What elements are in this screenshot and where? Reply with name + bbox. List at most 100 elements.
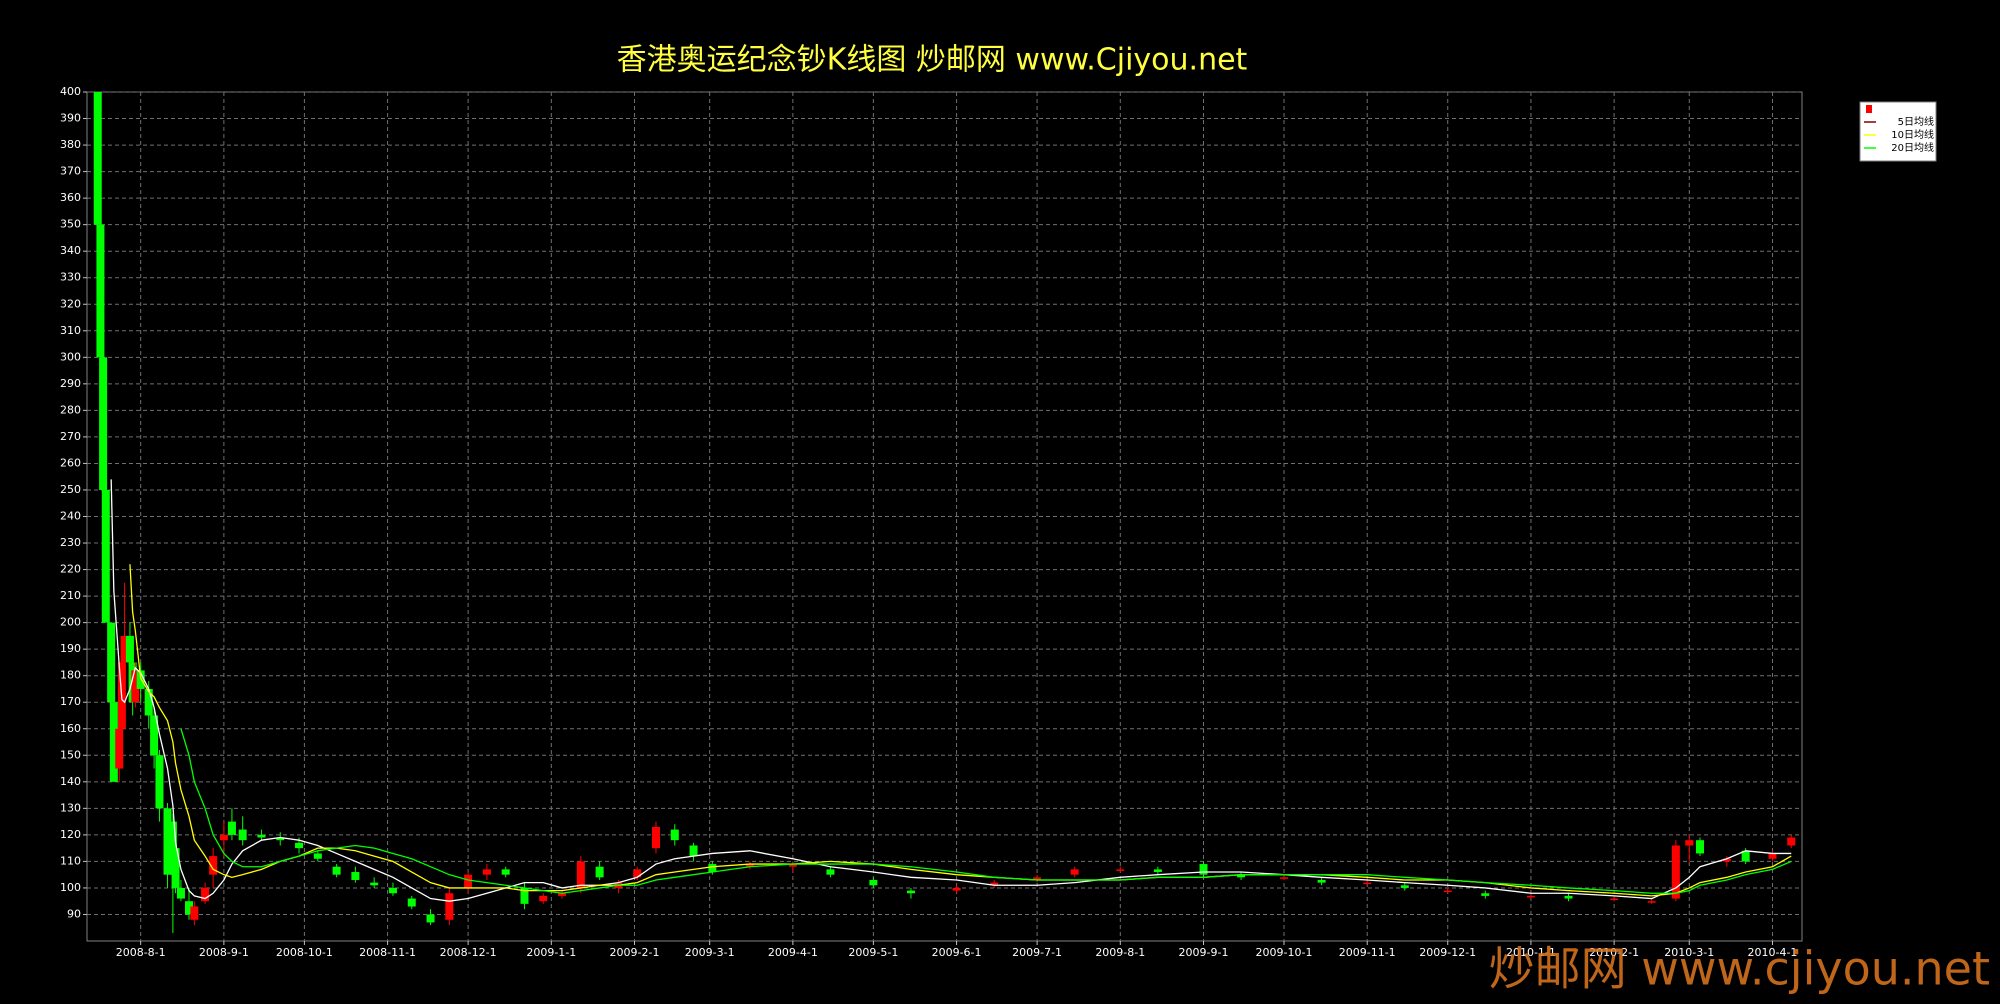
candle-body	[201, 887, 210, 902]
candle-body	[1741, 850, 1750, 862]
x-tick-label: 2009-1-1	[526, 946, 576, 959]
candle-body	[93, 92, 102, 225]
x-tick-label: 2009-12-1	[1419, 946, 1476, 959]
candle-body	[906, 890, 915, 894]
candle-body	[689, 845, 698, 857]
y-tick-label: 120	[60, 828, 81, 841]
candle-body	[482, 869, 491, 875]
candle-body	[1481, 893, 1490, 896]
x-tick-label: 2009-7-1	[1012, 946, 1062, 959]
x-tick-label: 2009-8-1	[1095, 946, 1145, 959]
candle-body	[136, 670, 145, 689]
candle-body	[209, 856, 218, 875]
candle-body	[1116, 869, 1125, 871]
candle-body	[388, 887, 397, 894]
y-tick-label: 310	[60, 324, 81, 337]
y-tick-label: 250	[60, 483, 81, 496]
candle-body	[464, 874, 473, 888]
candle-body	[163, 808, 172, 875]
candle-body	[558, 893, 567, 896]
candle-body	[1685, 840, 1694, 846]
y-tick-label: 180	[60, 669, 81, 682]
y-tick-label: 300	[60, 350, 81, 363]
candle-body	[633, 869, 642, 878]
candle-body	[1526, 895, 1535, 898]
candle-body	[184, 901, 193, 915]
y-tick-label: 380	[60, 138, 81, 151]
y-tick-label: 160	[60, 722, 81, 735]
candle-body	[1033, 877, 1042, 880]
candle-body	[990, 882, 999, 886]
x-tick-label: 2010-3-1	[1664, 946, 1714, 959]
y-tick-label: 230	[60, 536, 81, 549]
x-tick-label: 2009-6-1	[932, 946, 982, 959]
candle-body	[1768, 853, 1777, 859]
candle-body	[370, 882, 379, 886]
candle-body	[155, 755, 164, 809]
candle-body	[125, 635, 134, 663]
candle-body	[115, 728, 124, 769]
candle-body	[332, 866, 341, 875]
candle-body	[1280, 877, 1289, 879]
candle-body	[1610, 898, 1619, 901]
legend-label: 10日均线	[1891, 128, 1934, 141]
x-tick-label: 2009-11-1	[1339, 946, 1396, 959]
candle-body	[276, 837, 285, 841]
candle-body	[1070, 869, 1079, 875]
y-tick-label: 370	[60, 165, 81, 178]
candle-body	[1237, 874, 1246, 878]
moving-average-line	[110, 479, 1792, 902]
candle-body	[445, 893, 454, 920]
candle-body	[1696, 840, 1705, 854]
candle-body	[595, 866, 604, 878]
candle-body	[295, 842, 304, 849]
candle-body	[1671, 845, 1680, 899]
legend-box	[1859, 101, 1937, 162]
chart-title: 香港奥运纪念钞K线图 炒邮网 www.Cjiyou.net	[617, 43, 1248, 78]
legend-candle-icon	[1866, 105, 1872, 113]
candle-body	[171, 848, 180, 888]
y-tick-label: 270	[60, 430, 81, 443]
x-tick-label: 2008-8-1	[116, 946, 166, 959]
candle-body	[1400, 885, 1409, 888]
candle-body	[190, 906, 199, 920]
candle-body	[788, 864, 797, 867]
y-tick-label: 140	[60, 775, 81, 788]
candle-body	[826, 869, 835, 875]
candle-body	[107, 622, 116, 703]
y-tick-label: 210	[60, 589, 81, 602]
candle-body	[1153, 869, 1162, 873]
y-tick-label: 240	[60, 510, 81, 523]
candle-body	[176, 887, 185, 899]
legend-label: 20日均线	[1891, 141, 1934, 154]
y-tick-label: 330	[60, 271, 81, 284]
candle-body	[869, 879, 878, 886]
y-tick-label: 90	[67, 907, 81, 920]
y-tick-label: 340	[60, 244, 81, 257]
candle-body	[257, 834, 266, 838]
x-tick-label: 2009-5-1	[848, 946, 898, 959]
candle-body	[708, 864, 717, 873]
candle-body	[501, 869, 510, 875]
candle-body	[426, 914, 435, 923]
y-tick-label: 320	[60, 297, 81, 310]
moving-average-line	[180, 728, 1792, 894]
x-tick-label: 2008-10-1	[276, 946, 333, 959]
candle-body	[651, 826, 660, 849]
x-tick-label: 2008-9-1	[199, 946, 249, 959]
watermark: 炒邮网 www.cjiyou.net	[1489, 942, 1990, 996]
candle-body	[1363, 882, 1372, 885]
candle-body	[520, 887, 529, 904]
x-tick-label: 2010-1-1	[1506, 946, 1556, 959]
candle-body	[407, 898, 416, 907]
y-tick-label: 170	[60, 695, 81, 708]
candle-body	[120, 635, 129, 663]
candle-body	[99, 357, 108, 490]
x-tick-label: 2009-9-1	[1179, 946, 1229, 959]
x-tick-label: 2009-2-1	[610, 946, 660, 959]
y-tick-label: 400	[60, 85, 81, 98]
candle-body	[1443, 890, 1452, 893]
